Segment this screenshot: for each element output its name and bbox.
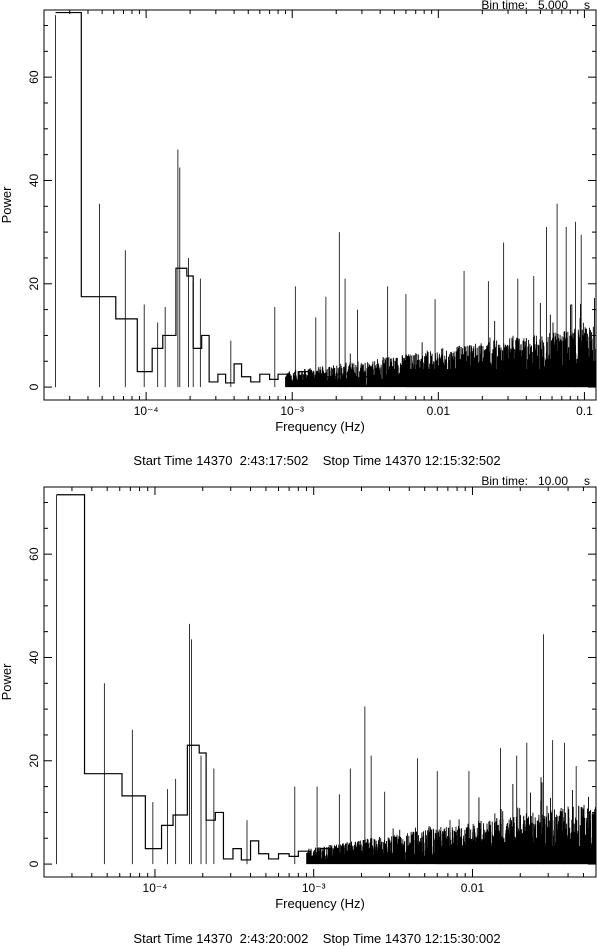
- observation-time-range: Start Time 14370 2:43:20:002 Stop Time 1…: [133, 931, 500, 946]
- bin-time-unit: s: [584, 0, 590, 12]
- noise-floor-band: [405, 369, 588, 388]
- bin-time-unit: s: [584, 474, 590, 488]
- plot-frame: [43, 486, 597, 878]
- x-tick-label: 0.01: [461, 881, 485, 895]
- chart-panel-2: Bin time: 10.00 s 0 20 40 60 Power 10⁻⁴ 10⁻³ 0.01 F…: [0, 474, 597, 946]
- plot-data: [55, 11, 596, 388]
- plot-data: [56, 494, 596, 865]
- x-tick-label: 0.1: [576, 404, 593, 418]
- y-axis-label: Power: [0, 186, 14, 224]
- x-tick-label: 0.01: [427, 404, 451, 418]
- x-tick-label: 10⁻³: [280, 404, 304, 418]
- binned-power-step-line: [55, 11, 374, 384]
- bin-time-label: Bin time:: [481, 0, 528, 12]
- noise-floor-band: [437, 846, 588, 865]
- chart-panel-1: Bin time: 5.000 s 0 20 40 60 Power 10⁻⁴ 10⁻³ 0.01 0…: [0, 0, 597, 468]
- y-tick-label: 20: [27, 754, 41, 768]
- bin-time-value: 10.00: [538, 474, 568, 488]
- plot-frame: [43, 9, 597, 401]
- y-tick-label: 40: [27, 650, 41, 664]
- y-tick-label: 60: [27, 547, 41, 561]
- y-tick-label: 0: [27, 860, 41, 867]
- y-tick-label: 20: [27, 277, 41, 291]
- y-axis-label: Power: [0, 663, 14, 701]
- bin-time-label: Bin time:: [481, 474, 528, 488]
- x-tick-label: 10⁻⁴: [134, 404, 159, 418]
- binned-power-step-line: [56, 494, 403, 861]
- x-tick-label: 10⁻³: [302, 881, 326, 895]
- y-tick-label: 60: [27, 70, 41, 84]
- y-tick-label: 0: [27, 383, 41, 390]
- x-axis-label: Frequency (Hz): [275, 896, 365, 911]
- observation-time-range: Start Time 14370 2:43:17:502 Stop Time 1…: [133, 453, 500, 468]
- y-tick-label: 40: [27, 173, 41, 187]
- x-tick-label: 10⁻⁴: [143, 881, 168, 895]
- bin-time-value: 5.000: [538, 0, 568, 12]
- x-axis-label: Frequency (Hz): [275, 419, 365, 434]
